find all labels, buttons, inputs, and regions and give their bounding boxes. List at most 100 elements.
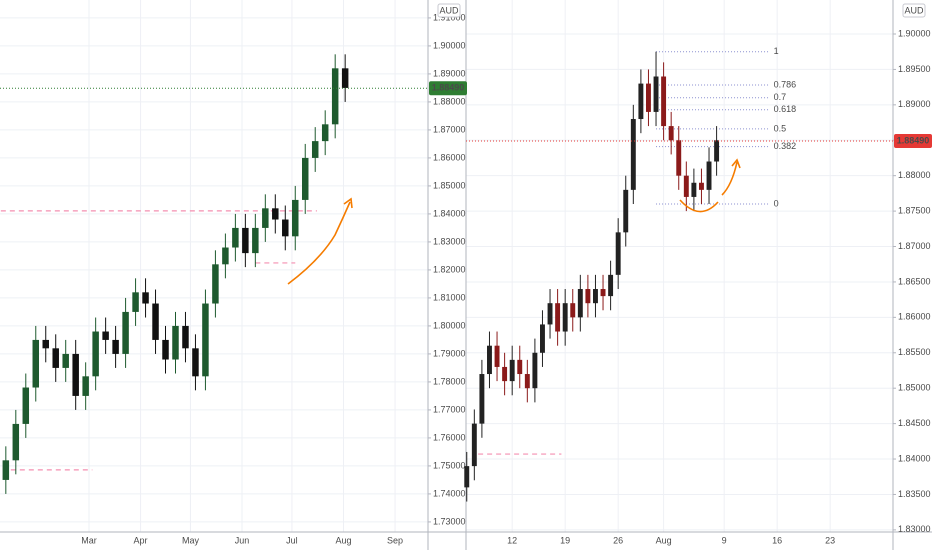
y-tick-label: 1.78000 bbox=[433, 376, 466, 386]
candle-body bbox=[570, 303, 576, 318]
x-tick-label: 9 bbox=[722, 535, 727, 545]
y-tick-label: 1.79000 bbox=[433, 348, 466, 358]
candle-body bbox=[691, 182, 697, 197]
x-tick-label: May bbox=[182, 535, 200, 545]
y-tick-label: 1.76000 bbox=[433, 432, 466, 442]
y-tick-label: 1.88000 bbox=[433, 96, 466, 106]
curve-arc bbox=[679, 199, 719, 213]
x-tick-label: 16 bbox=[772, 535, 782, 545]
fib-ratio: 0.786 bbox=[774, 79, 797, 89]
candle-body bbox=[72, 353, 79, 396]
candle-body bbox=[202, 303, 209, 377]
candle-body bbox=[600, 289, 606, 297]
fib-ratio: 0 bbox=[774, 198, 779, 208]
candle-body bbox=[502, 366, 508, 382]
y-tick-label: 1.90000 bbox=[898, 28, 931, 38]
y-tick-label: 1.89000 bbox=[898, 99, 931, 109]
candle-body bbox=[92, 331, 99, 377]
candle-body bbox=[282, 219, 289, 237]
candle-body bbox=[555, 303, 561, 332]
currency-box bbox=[437, 3, 461, 18]
y-tick-label: 1.77000 bbox=[433, 404, 466, 414]
candle-body bbox=[540, 324, 545, 353]
candle-body bbox=[102, 331, 109, 340]
candle-body bbox=[262, 208, 269, 228]
candle-body bbox=[577, 289, 583, 318]
candle-body bbox=[532, 352, 538, 389]
x-tick-label: Jul bbox=[286, 535, 298, 545]
candle-body bbox=[292, 199, 299, 237]
x-tick-label: Mar bbox=[81, 535, 97, 545]
candle-body bbox=[608, 274, 614, 297]
y-tick-label: 1.86000 bbox=[433, 152, 466, 162]
candle-body bbox=[162, 339, 169, 360]
y-tick-label: 1.89000 bbox=[433, 68, 466, 78]
x-tick-label: 19 bbox=[560, 535, 570, 545]
candle-body bbox=[122, 311, 129, 354]
candle-body bbox=[62, 353, 69, 368]
fib-ratio: 0.618 bbox=[774, 104, 797, 114]
candle-body bbox=[593, 289, 598, 304]
candle-body bbox=[331, 68, 339, 125]
candle-body bbox=[645, 83, 651, 112]
y-tick-label: 1.85000 bbox=[898, 383, 931, 393]
y-tick-label: 1.82000 bbox=[433, 264, 466, 274]
candle-body bbox=[172, 325, 179, 360]
x-tick-label: Aug bbox=[656, 535, 672, 545]
y-tick-label: 1.84000 bbox=[898, 453, 931, 463]
currency: AUD bbox=[439, 5, 459, 15]
candle-body bbox=[152, 303, 159, 340]
candle-body bbox=[524, 374, 530, 389]
x-tick-label: Apr bbox=[134, 535, 148, 545]
price-label-box bbox=[429, 81, 467, 96]
x-tick-label: 26 bbox=[613, 535, 623, 545]
candle-body bbox=[341, 68, 349, 88]
x-tick-label: 23 bbox=[825, 535, 835, 545]
currency-box bbox=[902, 3, 926, 18]
candle-body bbox=[142, 292, 149, 304]
candle-body bbox=[676, 140, 682, 176]
trend-arrow bbox=[721, 161, 738, 196]
y-tick-label: 1.81000 bbox=[433, 292, 466, 302]
fib-ratio: 0.5 bbox=[774, 123, 787, 133]
y-tick-label: 1.88000 bbox=[898, 170, 931, 180]
candle-body bbox=[311, 141, 319, 158]
candle-body bbox=[252, 227, 259, 254]
fib-ratio: 0.7 bbox=[774, 92, 787, 102]
y-tick-label: 1.85000 bbox=[433, 180, 466, 190]
candle-body bbox=[2, 460, 10, 480]
candle-body bbox=[32, 339, 40, 388]
candle-body bbox=[585, 289, 591, 304]
candle-body bbox=[272, 208, 279, 220]
y-tick-label: 1.90000 bbox=[433, 40, 466, 50]
y-tick-label: 1.73000 bbox=[433, 516, 466, 526]
price-label-box bbox=[894, 133, 932, 148]
candle-body bbox=[638, 83, 644, 120]
candle-body bbox=[82, 376, 89, 396]
candle-body bbox=[615, 232, 621, 275]
y-tick-label: 1.87500 bbox=[898, 205, 931, 215]
y-tick-label: 1.87000 bbox=[898, 241, 931, 251]
candle-body bbox=[112, 339, 119, 354]
candle-body bbox=[661, 76, 667, 127]
y-tick-label: 1.83000 bbox=[898, 524, 931, 534]
y-tick-label: 1.83500 bbox=[898, 489, 931, 499]
candle-body bbox=[683, 175, 689, 197]
plot: 1.73000 1.74000 1.75000 1.76000 1.77000 1.780… bbox=[0, 3, 932, 545]
candle-body bbox=[52, 348, 59, 368]
candle-body bbox=[698, 182, 704, 190]
candle-body bbox=[509, 359, 515, 382]
candle-body bbox=[321, 124, 329, 142]
candle-body bbox=[487, 345, 492, 375]
candle-body bbox=[630, 119, 636, 190]
candle-body bbox=[653, 76, 659, 112]
y-tick-label: 1.84500 bbox=[898, 418, 931, 428]
fib-ratio: 1 bbox=[774, 46, 779, 56]
y-tick-label: 1.74000 bbox=[433, 488, 466, 498]
candle-body bbox=[42, 339, 49, 349]
candle-body bbox=[714, 140, 720, 162]
candle-body bbox=[192, 348, 199, 377]
y-tick-label: 1.86000 bbox=[898, 312, 931, 322]
candle-body bbox=[494, 345, 500, 367]
